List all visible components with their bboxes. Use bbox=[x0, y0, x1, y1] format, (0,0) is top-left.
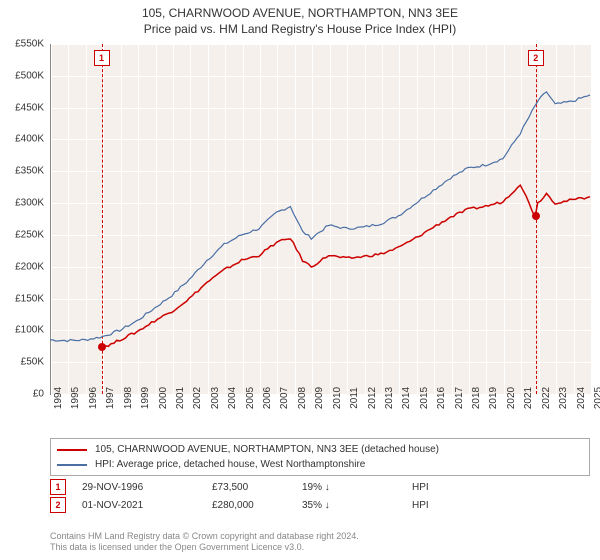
legend-swatch bbox=[57, 464, 87, 466]
series-hpi bbox=[50, 92, 590, 342]
x-axis-label: 2008 bbox=[297, 387, 308, 409]
legend-item: 105, CHARNWOOD AVENUE, NORTHAMPTON, NN3 … bbox=[57, 442, 583, 457]
y-axis-label: £450K bbox=[0, 102, 44, 113]
legend-swatch bbox=[57, 449, 87, 451]
x-axis-label: 2017 bbox=[454, 387, 465, 409]
sale-row: 1 29-NOV-1996£73,50019% HPI bbox=[50, 478, 590, 496]
gridline-vertical bbox=[591, 44, 592, 394]
footer-attribution: Contains HM Land Registry data © Crown c… bbox=[50, 531, 590, 554]
y-axis-label: £0 bbox=[0, 389, 44, 400]
series-property bbox=[101, 185, 591, 348]
x-axis-label: 2002 bbox=[192, 387, 203, 409]
y-axis-label: £250K bbox=[0, 229, 44, 240]
x-axis-label: 2004 bbox=[227, 387, 238, 409]
footer-line2: This data is licensed under the Open Gov… bbox=[50, 542, 590, 554]
chart-area: 12 £0£50K£100K£150K£200K£250K£300K£350K£… bbox=[50, 44, 590, 394]
y-axis-label: £500K bbox=[0, 70, 44, 81]
x-axis-label: 1998 bbox=[123, 387, 134, 409]
x-axis-label: 1996 bbox=[88, 387, 99, 409]
x-axis-label: 2007 bbox=[279, 387, 290, 409]
x-axis-label: 2021 bbox=[523, 387, 534, 409]
sale-pct-change: 19% bbox=[302, 482, 412, 493]
chart-container: 105, CHARNWOOD AVENUE, NORTHAMPTON, NN3 … bbox=[0, 0, 600, 560]
y-axis-label: £350K bbox=[0, 166, 44, 177]
x-axis-label: 2015 bbox=[419, 387, 430, 409]
sale-pct-change: 35% bbox=[302, 500, 412, 511]
x-axis-label: 2005 bbox=[245, 387, 256, 409]
x-axis-label: 2016 bbox=[436, 387, 447, 409]
x-axis-label: 2003 bbox=[210, 387, 221, 409]
x-axis-label: 2009 bbox=[314, 387, 325, 409]
legend-item: HPI: Average price, detached house, West… bbox=[57, 457, 583, 472]
sale-price: £280,000 bbox=[212, 500, 302, 511]
x-axis-label: 2011 bbox=[349, 387, 360, 409]
sale-vs-label: HPI bbox=[412, 500, 429, 511]
chart-lines bbox=[50, 44, 590, 394]
x-axis-label: 2010 bbox=[332, 387, 343, 409]
sale-number-box: 1 bbox=[50, 479, 66, 495]
x-axis-label: 2000 bbox=[158, 387, 169, 409]
legend-label: 105, CHARNWOOD AVENUE, NORTHAMPTON, NN3 … bbox=[95, 444, 439, 455]
y-axis-label: £550K bbox=[0, 39, 44, 50]
title-subtitle: Price paid vs. HM Land Registry's House … bbox=[0, 22, 600, 36]
sale-row: 2 01-NOV-2021£280,00035% HPI bbox=[50, 496, 590, 514]
sale-date: 01-NOV-2021 bbox=[82, 500, 212, 511]
sale-number-box: 2 bbox=[50, 497, 66, 513]
x-axis-label: 2023 bbox=[558, 387, 569, 409]
x-axis-label: 2006 bbox=[262, 387, 273, 409]
y-axis-label: £400K bbox=[0, 134, 44, 145]
x-axis-label: 2024 bbox=[576, 387, 587, 409]
sale-date: 29-NOV-1996 bbox=[82, 482, 212, 493]
footer-line1: Contains HM Land Registry data © Crown c… bbox=[50, 531, 590, 543]
x-axis-label: 2001 bbox=[175, 387, 186, 409]
x-axis-label: 1995 bbox=[70, 387, 81, 409]
legend-label: HPI: Average price, detached house, West… bbox=[95, 459, 365, 470]
x-axis-label: 2013 bbox=[384, 387, 395, 409]
y-axis-label: £100K bbox=[0, 325, 44, 336]
x-axis-label: 2012 bbox=[367, 387, 378, 409]
x-axis-label: 2025 bbox=[593, 387, 600, 409]
x-axis-label: 2019 bbox=[488, 387, 499, 409]
sales-table: 1 29-NOV-1996£73,50019% HPI 2 01-NOV-2021£2… bbox=[50, 478, 590, 514]
legend: 105, CHARNWOOD AVENUE, NORTHAMPTON, NN3 … bbox=[50, 438, 590, 476]
x-axis-label: 1994 bbox=[53, 387, 64, 409]
x-axis-label: 2022 bbox=[541, 387, 552, 409]
x-axis-label: 2020 bbox=[506, 387, 517, 409]
x-axis-label: 2014 bbox=[401, 387, 412, 409]
y-axis-label: £150K bbox=[0, 293, 44, 304]
y-axis-label: £50K bbox=[0, 357, 44, 368]
y-axis-label: £200K bbox=[0, 261, 44, 272]
x-axis-label: 2018 bbox=[471, 387, 482, 409]
x-axis-label: 1999 bbox=[140, 387, 151, 409]
y-axis-label: £300K bbox=[0, 198, 44, 209]
x-axis-label: 1997 bbox=[105, 387, 116, 409]
sale-vs-label: HPI bbox=[412, 482, 429, 493]
sale-price: £73,500 bbox=[212, 482, 302, 493]
chart-titles: 105, CHARNWOOD AVENUE, NORTHAMPTON, NN3 … bbox=[0, 0, 600, 36]
title-address: 105, CHARNWOOD AVENUE, NORTHAMPTON, NN3 … bbox=[0, 6, 600, 20]
